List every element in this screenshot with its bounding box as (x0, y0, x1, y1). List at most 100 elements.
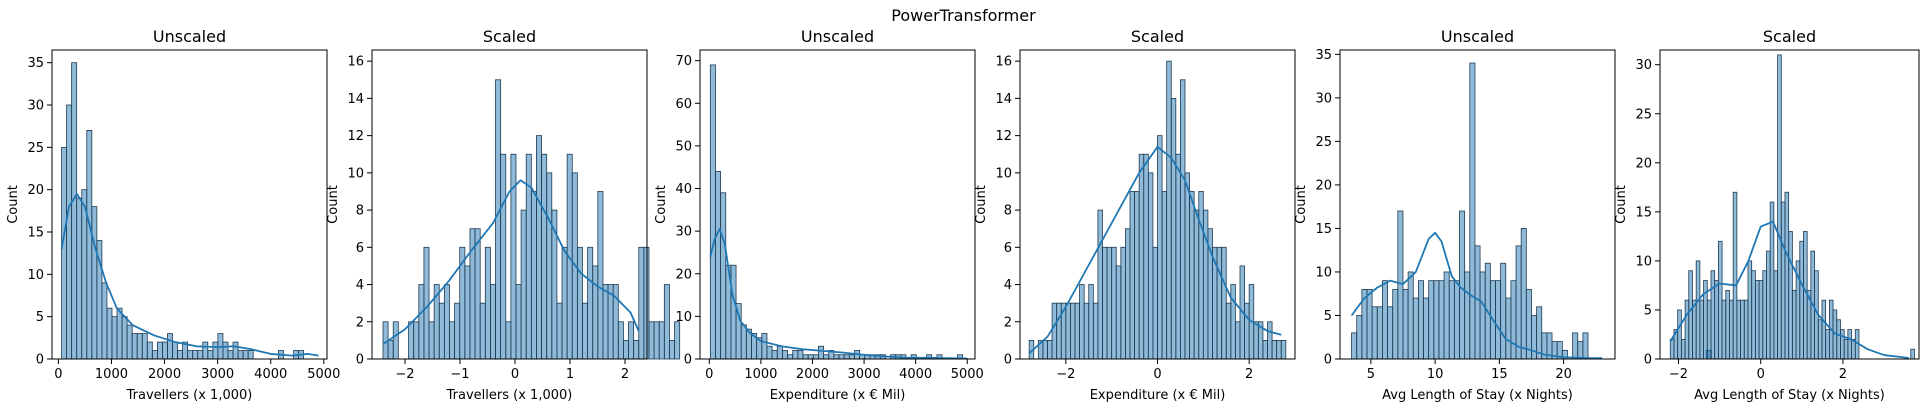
y-tick-label: 15 (1315, 222, 1332, 237)
figure-suptitle: PowerTransformer (891, 6, 1036, 25)
bar (628, 321, 635, 360)
x-tick-label: 1000 (744, 367, 777, 382)
bar (536, 135, 542, 360)
bar (530, 191, 537, 360)
bar (1382, 280, 1388, 360)
y-tick-label: 2 (1004, 315, 1012, 330)
bar (1847, 329, 1852, 360)
bar (807, 354, 814, 360)
kde-line (1028, 145, 1282, 355)
bar (638, 246, 645, 360)
x-tick-label: 4000 (254, 367, 287, 382)
y-tick-label: 5 (1324, 309, 1332, 324)
bar (592, 265, 599, 360)
bar (1065, 302, 1071, 360)
bar (823, 354, 830, 360)
bar (1577, 341, 1584, 360)
axes-frame (51, 49, 328, 360)
x-tick-label: 0 (1757, 367, 1765, 382)
bar (1474, 245, 1481, 360)
bar (643, 246, 650, 360)
bar (207, 350, 214, 360)
bar (449, 321, 456, 360)
bar (1469, 62, 1476, 360)
bar (387, 339, 394, 360)
panel-title: Unscaled (153, 27, 226, 46)
bar (1267, 321, 1273, 360)
bar (1161, 191, 1168, 360)
kde-line (1669, 220, 1909, 359)
bar (197, 350, 204, 360)
x-axis-label: Avg Length of Stay (x Nights) (1382, 388, 1573, 403)
panel-title: Unscaled (1441, 27, 1514, 46)
bar (812, 354, 819, 360)
kde-line (1350, 231, 1603, 360)
y-tick-label: 30 (1315, 91, 1332, 106)
bar (1070, 302, 1076, 360)
bar (1170, 98, 1177, 360)
bar (247, 350, 254, 360)
bar (1791, 289, 1797, 360)
bar (454, 302, 461, 360)
bar (1677, 309, 1682, 360)
bar (787, 354, 794, 360)
axes-frame (1659, 49, 1920, 360)
bar (1479, 271, 1486, 360)
x-tick-label: −1 (450, 367, 469, 382)
bar (177, 350, 183, 360)
bar (192, 350, 199, 360)
bar (227, 350, 234, 360)
y-tick-label: 25 (27, 141, 44, 156)
bar (1495, 280, 1502, 360)
bar (1714, 280, 1719, 360)
kde-line (709, 228, 968, 360)
bar (479, 302, 486, 360)
bar (423, 246, 430, 360)
bar (1198, 191, 1204, 360)
panel-title: Unscaled (801, 27, 874, 46)
bar (597, 191, 604, 360)
x-tick-label: 1000 (95, 367, 128, 382)
y-tick-label: 35 (1315, 48, 1332, 63)
bar (782, 350, 788, 360)
bar (1125, 228, 1131, 360)
bar (1280, 339, 1287, 360)
bar (392, 321, 399, 360)
bar (1736, 299, 1741, 360)
bar (1910, 348, 1915, 360)
bar (61, 146, 68, 360)
y-tick-label: 0 (356, 353, 364, 368)
bar (1262, 339, 1268, 360)
bar (797, 350, 804, 360)
bar (1732, 191, 1738, 360)
bar (1743, 299, 1749, 360)
bar (474, 228, 481, 360)
bar (1725, 289, 1730, 360)
y-tick-label: 12 (995, 129, 1012, 144)
x-tick-label: 15 (1491, 367, 1508, 382)
y-tick-label: 10 (1315, 265, 1332, 280)
y-tick-label: 40 (675, 182, 692, 197)
bar (1376, 306, 1383, 360)
y-axis-label: Count (1614, 185, 1629, 224)
bar (1780, 201, 1786, 360)
bar (1803, 231, 1808, 360)
y-tick-label: 30 (675, 225, 692, 240)
y-tick-label: 20 (675, 267, 692, 282)
bar (1152, 246, 1158, 360)
bar (86, 130, 93, 360)
bar (71, 62, 78, 360)
bar (1271, 339, 1278, 360)
y-tick-label: 2 (356, 315, 364, 330)
bar (1083, 302, 1090, 360)
bar (1515, 245, 1522, 360)
bar (541, 153, 548, 360)
axes-frame (1339, 49, 1616, 360)
bar (602, 284, 609, 360)
x-tick-label: 0 (511, 367, 519, 382)
bar (121, 316, 128, 360)
y-tick-label: 8 (1004, 204, 1012, 219)
y-axis-label: Count (1294, 185, 1309, 224)
bar (1710, 270, 1716, 360)
